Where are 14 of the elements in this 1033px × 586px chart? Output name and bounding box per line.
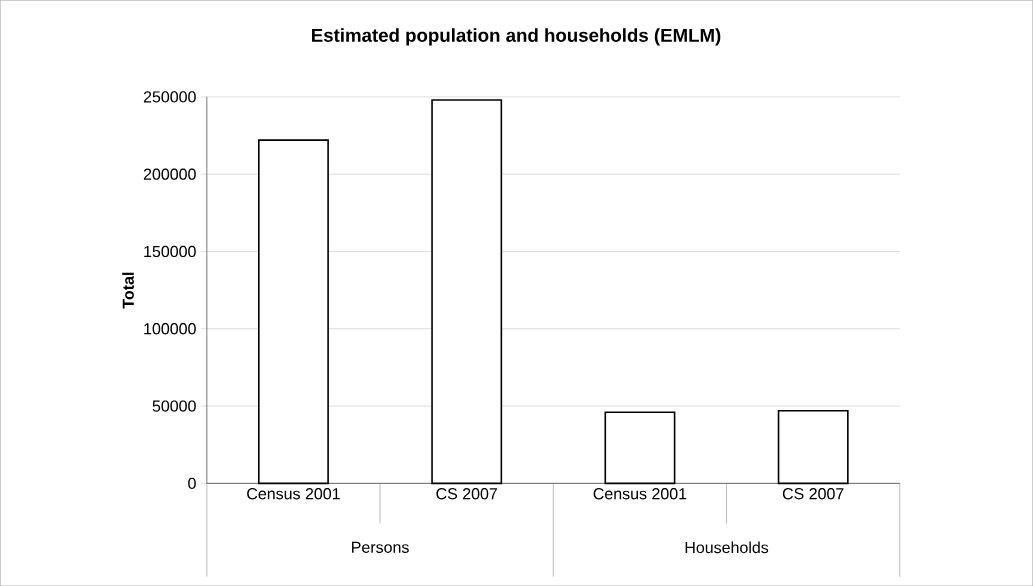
y-tick-label: 150000 <box>144 245 196 258</box>
chart-title: Estimated population and households (EMLM) <box>312 28 721 46</box>
y-axis-title: Total <box>122 272 134 309</box>
y-tick-label: 200000 <box>143 168 196 180</box>
x-tick-label: CS 2007 <box>436 487 497 500</box>
text: Persons <box>352 541 409 553</box>
x-tick-label: CS 2007 <box>782 487 844 500</box>
y-tick-label: 0 <box>188 477 196 489</box>
x-tick-label: Census 2001 <box>247 487 340 500</box>
y-tick-label: 100000 <box>144 323 196 335</box>
x-tick-label: Census 2001 <box>593 487 687 500</box>
text: Households <box>685 541 769 554</box>
y-tick-label: 250000 <box>143 91 196 103</box>
y-tick-label: 50000 <box>152 400 196 412</box>
